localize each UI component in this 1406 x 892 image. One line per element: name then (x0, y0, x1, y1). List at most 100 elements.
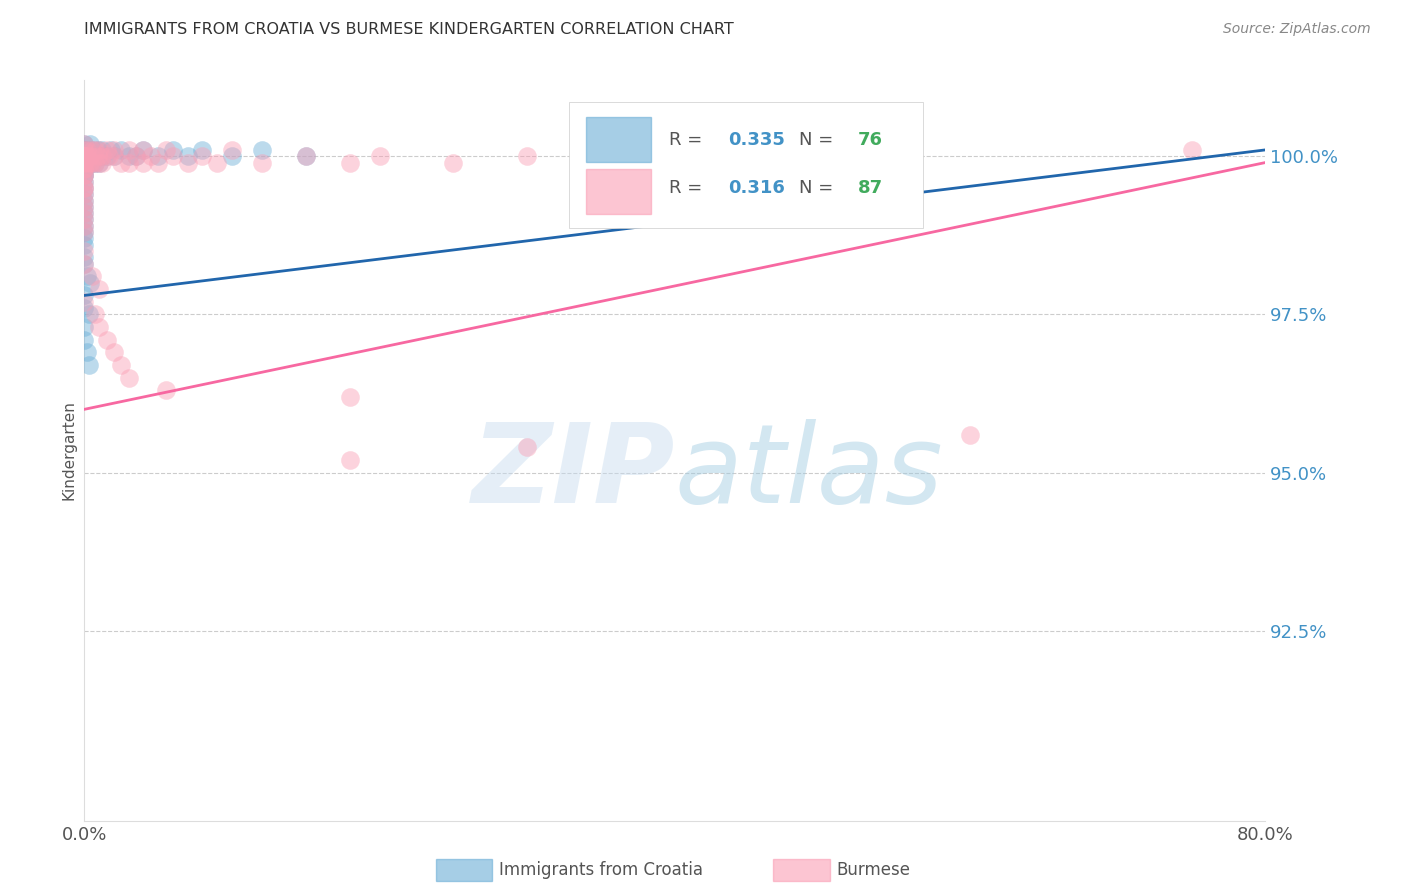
Point (73, 149, 96, 163)
Point (73, 219, 96, 233)
Point (110, 358, 132, 372)
Point (98, 149, 121, 163)
Point (89, 143, 111, 157)
Text: R =: R = (669, 178, 709, 196)
Point (76, 143, 98, 157)
Point (110, 143, 132, 157)
Point (73, 168, 96, 182)
Point (73, 149, 96, 163)
Point (73, 194, 96, 208)
Point (73, 149, 96, 163)
Point (73, 155, 96, 169)
Point (73, 161, 96, 176)
Point (73, 136, 96, 151)
Point (73, 149, 96, 163)
Text: 87: 87 (858, 178, 883, 196)
Point (73, 155, 96, 169)
Text: R =: R = (669, 130, 709, 148)
Point (86, 149, 108, 163)
Point (295, 149, 318, 163)
Point (76, 269, 98, 284)
Point (73, 187, 96, 202)
Point (73, 149, 96, 163)
Point (73, 320, 96, 334)
Point (73, 143, 96, 157)
Point (73, 175, 96, 189)
Point (73, 257, 96, 271)
Point (76, 155, 98, 169)
Point (73, 155, 96, 169)
Point (118, 143, 141, 157)
Point (125, 149, 148, 163)
Point (73, 181, 96, 195)
Point (91, 149, 114, 163)
Point (86, 143, 108, 157)
Point (73, 257, 96, 271)
Text: ZIP: ZIP (471, 419, 675, 526)
Point (73, 333, 96, 347)
Point (132, 155, 155, 169)
Point (96, 143, 118, 157)
Point (73, 149, 96, 163)
Point (79, 149, 101, 163)
Point (96, 149, 118, 163)
Point (73, 155, 96, 169)
Point (73, 237, 96, 252)
Bar (586, 118, 651, 161)
Point (73, 161, 96, 176)
Point (73, 225, 96, 239)
Point (73, 294, 96, 309)
Point (76, 149, 98, 163)
Point (89, 320, 111, 334)
Point (80, 143, 103, 157)
Point (73, 155, 96, 169)
Text: 76: 76 (858, 130, 883, 148)
Point (148, 149, 170, 163)
Point (91, 155, 114, 169)
Point (73, 219, 96, 233)
Point (339, 155, 361, 169)
Point (73, 149, 96, 163)
Point (73, 168, 96, 182)
Point (886, 143, 908, 157)
Bar (586, 169, 651, 213)
Point (83, 143, 105, 157)
Point (155, 384, 177, 398)
Point (103, 143, 125, 157)
Point (339, 390, 361, 404)
Point (73, 149, 96, 163)
Text: Source: ZipAtlas.com: Source: ZipAtlas.com (1223, 22, 1371, 37)
Point (80, 155, 103, 169)
Point (73, 149, 96, 163)
Point (73, 149, 96, 163)
Point (73, 206, 96, 220)
Point (73, 225, 96, 239)
Point (73, 251, 96, 265)
Text: N =: N = (799, 178, 839, 196)
Point (250, 155, 273, 169)
Point (73, 155, 96, 169)
Point (103, 149, 125, 163)
Point (368, 149, 391, 163)
Point (77, 307, 100, 321)
Point (591, 155, 613, 169)
Bar (568, 103, 922, 228)
Point (516, 149, 538, 163)
Point (73, 168, 96, 182)
Point (191, 149, 214, 163)
Text: Burmese: Burmese (837, 861, 911, 879)
Point (73, 200, 96, 214)
Point (103, 345, 125, 359)
Point (91, 149, 114, 163)
Y-axis label: Kindergarten: Kindergarten (60, 401, 76, 500)
Point (73, 136, 96, 151)
Point (79, 276, 101, 290)
Point (221, 149, 243, 163)
Point (177, 155, 200, 169)
Point (80, 143, 103, 157)
Point (110, 155, 132, 169)
Point (118, 155, 141, 169)
Point (250, 143, 273, 157)
Point (91, 143, 114, 157)
Point (811, 143, 834, 157)
